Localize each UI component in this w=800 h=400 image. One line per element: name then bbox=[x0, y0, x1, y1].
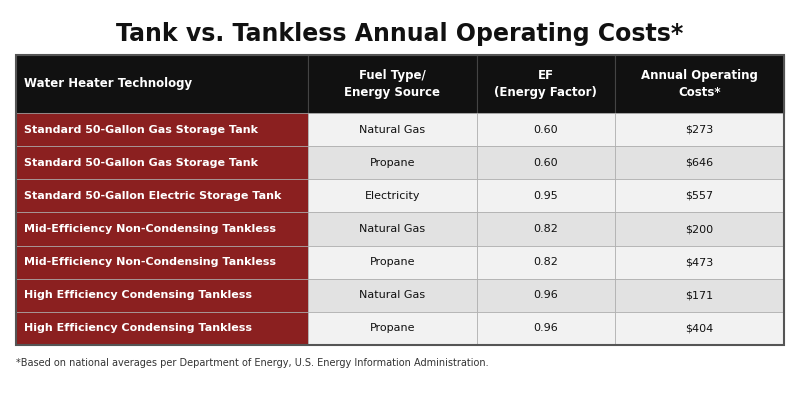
Text: $473: $473 bbox=[686, 257, 714, 267]
Bar bbox=[16, 146, 308, 179]
Bar bbox=[477, 312, 615, 345]
Text: Standard 50-Gallon Gas Storage Tank: Standard 50-Gallon Gas Storage Tank bbox=[24, 158, 258, 168]
Text: 0.60: 0.60 bbox=[534, 158, 558, 168]
Bar bbox=[615, 279, 784, 312]
Text: Fuel Type/
Energy Source: Fuel Type/ Energy Source bbox=[344, 69, 440, 99]
Text: Mid-Efficiency Non-Condensing Tankless: Mid-Efficiency Non-Condensing Tankless bbox=[24, 224, 276, 234]
Bar bbox=[615, 146, 784, 179]
Bar bbox=[615, 113, 784, 146]
Text: 0.95: 0.95 bbox=[534, 191, 558, 201]
Bar bbox=[16, 279, 308, 312]
Text: High Efficiency Condensing Tankless: High Efficiency Condensing Tankless bbox=[24, 290, 252, 300]
Text: Standard 50-Gallon Electric Storage Tank: Standard 50-Gallon Electric Storage Tank bbox=[24, 191, 282, 201]
Bar bbox=[308, 312, 477, 345]
Text: Natural Gas: Natural Gas bbox=[359, 124, 426, 134]
Text: $646: $646 bbox=[686, 158, 714, 168]
Bar bbox=[308, 246, 477, 279]
Text: $200: $200 bbox=[686, 224, 714, 234]
Bar bbox=[308, 212, 477, 246]
Bar bbox=[615, 246, 784, 279]
Text: 0.82: 0.82 bbox=[534, 224, 558, 234]
Bar bbox=[477, 179, 615, 212]
Text: Tank vs. Tankless Annual Operating Costs*: Tank vs. Tankless Annual Operating Costs… bbox=[116, 22, 684, 46]
Text: 0.60: 0.60 bbox=[534, 124, 558, 134]
Text: $404: $404 bbox=[686, 324, 714, 334]
Bar bbox=[16, 179, 308, 212]
Bar bbox=[477, 212, 615, 246]
Bar bbox=[615, 312, 784, 345]
Bar bbox=[16, 55, 784, 345]
Bar bbox=[615, 179, 784, 212]
Text: Natural Gas: Natural Gas bbox=[359, 290, 426, 300]
Bar bbox=[477, 146, 615, 179]
Text: Annual Operating
Costs*: Annual Operating Costs* bbox=[641, 69, 758, 99]
Bar bbox=[16, 113, 308, 146]
Text: 0.82: 0.82 bbox=[534, 257, 558, 267]
Bar bbox=[615, 212, 784, 246]
Text: Mid-Efficiency Non-Condensing Tankless: Mid-Efficiency Non-Condensing Tankless bbox=[24, 257, 276, 267]
Bar bbox=[615, 55, 784, 113]
Text: Standard 50-Gallon Gas Storage Tank: Standard 50-Gallon Gas Storage Tank bbox=[24, 124, 258, 134]
Bar bbox=[308, 55, 477, 113]
Bar bbox=[308, 113, 477, 146]
Text: Propane: Propane bbox=[370, 257, 415, 267]
Bar bbox=[16, 312, 308, 345]
Bar bbox=[477, 279, 615, 312]
Bar bbox=[477, 113, 615, 146]
Bar bbox=[16, 55, 308, 113]
Text: Propane: Propane bbox=[370, 324, 415, 334]
Text: 0.96: 0.96 bbox=[534, 324, 558, 334]
Bar bbox=[308, 279, 477, 312]
Text: $557: $557 bbox=[686, 191, 714, 201]
Bar bbox=[477, 246, 615, 279]
Text: EF
(Energy Factor): EF (Energy Factor) bbox=[494, 69, 598, 99]
Text: Propane: Propane bbox=[370, 158, 415, 168]
Text: 0.96: 0.96 bbox=[534, 290, 558, 300]
Bar bbox=[477, 55, 615, 113]
Text: $171: $171 bbox=[686, 290, 714, 300]
Bar bbox=[16, 246, 308, 279]
Text: Electricity: Electricity bbox=[365, 191, 420, 201]
Text: Water Heater Technology: Water Heater Technology bbox=[24, 78, 192, 90]
Text: $273: $273 bbox=[686, 124, 714, 134]
Text: Natural Gas: Natural Gas bbox=[359, 224, 426, 234]
Bar bbox=[308, 146, 477, 179]
Text: *Based on national averages per Department of Energy, U.S. Energy Information Ad: *Based on national averages per Departme… bbox=[16, 358, 489, 368]
Bar bbox=[16, 212, 308, 246]
Bar bbox=[308, 179, 477, 212]
Text: High Efficiency Condensing Tankless: High Efficiency Condensing Tankless bbox=[24, 324, 252, 334]
